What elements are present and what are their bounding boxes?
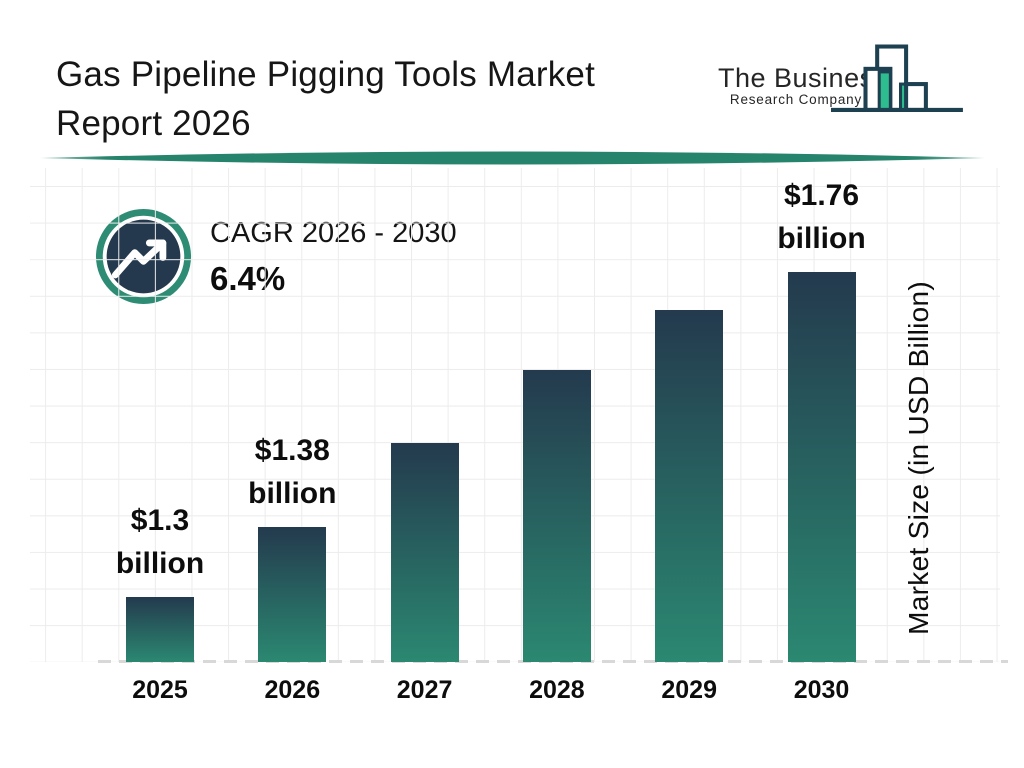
logo-tagline: Research Company [729, 92, 862, 107]
bar-2025 [126, 597, 194, 662]
x-tick-2029: 2029 [661, 676, 717, 704]
x-tick-2030: 2030 [793, 676, 850, 704]
bar-2029 [655, 310, 724, 662]
logo-text: The Business Research Company [718, 63, 888, 107]
bar-value-label-2025: $1.3 billion [115, 504, 205, 580]
x-tick-2025: 2025 [132, 676, 188, 704]
divider [40, 151, 985, 165]
bar-chart-buildings-icon [831, 44, 963, 112]
x-axis: 2025 2026 2027 2028 2029 2030 [30, 676, 1000, 710]
brand-logo: The Business Research Company [718, 38, 988, 124]
title-line-2: Report 2026 [56, 104, 251, 143]
title-line-1: Gas Pipeline Pigging Tools Market [56, 55, 596, 94]
bar-2026 [258, 527, 327, 662]
x-tick-2028: 2028 [529, 676, 585, 704]
y-axis-label: Market Size (in USD Billion) [903, 281, 934, 635]
x-tick-2026: 2026 [264, 676, 321, 704]
bar-2030 [787, 272, 856, 662]
bar-2027 [390, 443, 459, 662]
bar-2028 [522, 370, 591, 662]
logo-name: The Business [718, 63, 888, 93]
plot-area: $1.3 billion $1.38 billion $1.76 billion [30, 168, 1008, 663]
x-tick-2027: 2027 [396, 676, 453, 704]
page-title: Gas Pipeline Pigging Tools Market Report… [56, 50, 716, 148]
bar-value-label-2030: $1.76 billion [777, 179, 866, 255]
bar-value-label-2026: $1.38 billion [248, 434, 337, 510]
